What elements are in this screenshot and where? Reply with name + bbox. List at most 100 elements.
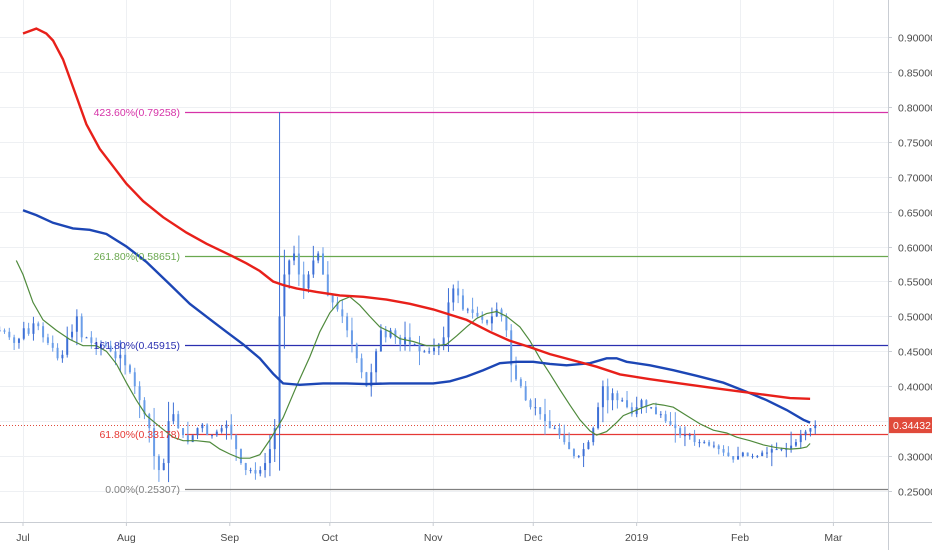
ma-long-line xyxy=(22,27,811,400)
candle-body xyxy=(442,337,445,345)
candle-body xyxy=(712,445,715,447)
candle-body xyxy=(196,428,199,436)
candle-body xyxy=(727,452,730,457)
time-tick-label: Dec xyxy=(524,532,543,544)
candle-body xyxy=(389,330,392,338)
candle-body xyxy=(423,351,426,353)
candle-body xyxy=(90,337,93,343)
candle-body xyxy=(215,431,218,436)
candle-body xyxy=(225,424,228,429)
candle-body xyxy=(230,424,233,436)
candle-body xyxy=(688,435,691,437)
candle-body xyxy=(8,331,11,338)
candle-body xyxy=(708,442,711,446)
candle-body xyxy=(476,312,479,317)
candle-body xyxy=(17,338,20,343)
candle-body xyxy=(365,372,368,387)
candle-body xyxy=(814,425,817,429)
candle-body xyxy=(167,421,170,464)
candle-body xyxy=(191,435,194,443)
time-tick-label: Mar xyxy=(824,532,843,544)
candle-body xyxy=(746,452,749,457)
candle-body xyxy=(775,449,778,451)
fib-label: 0.00%(0.25307) xyxy=(105,484,180,496)
candle-body xyxy=(370,372,373,387)
candle-body xyxy=(128,365,131,373)
candle-body xyxy=(799,435,802,443)
candle-body xyxy=(85,337,88,339)
candle-body xyxy=(162,463,165,471)
time-tick-label: Jul xyxy=(16,532,29,544)
candle-body xyxy=(804,431,807,436)
candle-body xyxy=(153,428,156,457)
candle-body xyxy=(326,274,329,296)
candle-body xyxy=(572,449,575,457)
candle-body xyxy=(336,302,339,310)
ma-mid-line xyxy=(22,209,811,424)
candle-body xyxy=(597,407,600,429)
candle-body xyxy=(75,316,78,332)
candle-body xyxy=(201,424,204,429)
candle-body xyxy=(698,442,701,444)
candle-body xyxy=(534,407,537,409)
candle-body xyxy=(558,428,561,436)
time-tick-label: Sep xyxy=(220,532,239,544)
candle-body xyxy=(375,351,378,373)
fib-label: 161.80%(0.45915) xyxy=(94,340,180,352)
candle-body xyxy=(254,470,257,474)
candle-body xyxy=(659,414,662,416)
candle-body xyxy=(360,358,363,373)
candle-body xyxy=(413,344,416,346)
candle-body xyxy=(790,445,793,450)
candle-body xyxy=(22,328,25,339)
candle-body xyxy=(577,456,580,458)
candle-body xyxy=(283,274,286,317)
candle-body xyxy=(27,328,30,334)
candle-body xyxy=(220,428,223,432)
candle-body xyxy=(66,337,69,355)
candle-body xyxy=(741,452,744,457)
candle-body xyxy=(321,253,324,275)
candle-body xyxy=(457,288,460,296)
candle-body xyxy=(109,345,112,352)
candle-body xyxy=(717,445,720,450)
candle-body xyxy=(259,470,262,474)
candles xyxy=(0,112,817,483)
candle-body xyxy=(114,351,117,359)
time-tick-label: Nov xyxy=(424,532,443,544)
candle-body xyxy=(148,414,151,429)
moving-averages xyxy=(15,27,811,459)
candle-body xyxy=(404,337,407,345)
candle-body xyxy=(447,302,450,338)
fib-label: 261.80%(0.58651) xyxy=(94,251,180,263)
candle-body xyxy=(331,295,334,303)
candle-body xyxy=(0,330,1,332)
candle-body xyxy=(732,456,735,460)
candle-body xyxy=(635,407,638,415)
candle-body xyxy=(683,435,686,437)
candle-body xyxy=(32,323,35,334)
candle-body xyxy=(210,435,213,437)
candle-body xyxy=(515,365,518,380)
candle-body xyxy=(756,456,759,458)
fib-levels xyxy=(0,111,888,491)
time-tick-label: Oct xyxy=(322,532,338,544)
fib-label: 423.60%(0.79258) xyxy=(94,107,180,119)
candle-body xyxy=(770,449,773,453)
candle-body xyxy=(437,344,440,348)
time-tick-label: Aug xyxy=(117,532,136,544)
candle-body xyxy=(505,316,508,331)
candle-body xyxy=(654,407,657,415)
candle-body xyxy=(765,452,768,454)
candle-body xyxy=(71,331,74,338)
candle-body xyxy=(524,386,527,401)
